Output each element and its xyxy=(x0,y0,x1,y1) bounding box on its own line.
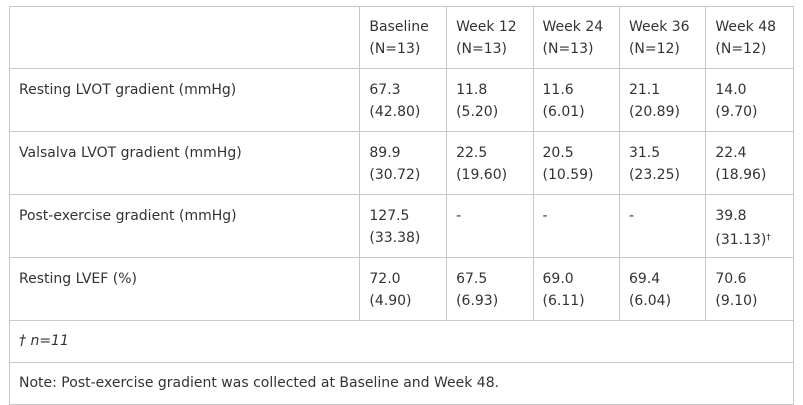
cell-value: 69.0 xyxy=(542,271,574,287)
header-cell: Week 36 (N=12) xyxy=(618,6,707,69)
cell-value: 127.5 xyxy=(369,208,410,224)
cell-sd: (6.93) xyxy=(456,293,499,309)
table-row: Valsalva LVOT gradient (mmHg) 89.9 (30.72… xyxy=(8,131,794,195)
cell-value: 31.5 xyxy=(628,145,661,161)
footnote-row: † n=11 xyxy=(9,320,794,363)
cell-sd: (33.38) xyxy=(369,230,421,246)
cell-sd: (10.59) xyxy=(542,167,594,183)
header-row: Baseline (N=13) Week 12 (N=13) Week 24 (N=1… xyxy=(8,6,794,69)
header-cell: Baseline (N=13) xyxy=(359,6,448,69)
table-cell: 31.5 (23.25) xyxy=(618,131,707,195)
cell-value: 14.0 xyxy=(715,82,747,98)
table-cell: 21.1 (20.89) xyxy=(618,68,707,132)
table-cell: 11.8 (5.20) xyxy=(446,68,534,132)
cell-sd: (30.72) xyxy=(369,167,421,183)
cell-value: - xyxy=(456,208,462,224)
cell-value: 11.8 xyxy=(456,82,488,98)
cell-sd: (6.01) xyxy=(542,104,585,120)
cell-sd: (18.96) xyxy=(715,167,767,183)
row-label: Valsalva LVOT gradient (mmHg) xyxy=(8,131,361,195)
column-label: Week 36 xyxy=(628,19,690,35)
footnote-cell: † n=11 xyxy=(9,320,794,363)
header-cell: Week 12 (N=13) xyxy=(446,6,534,69)
header-empty-cell xyxy=(8,6,361,69)
table-cell: 72.0 (4.90) xyxy=(359,257,448,321)
cell-value: 21.1 xyxy=(628,82,661,98)
cell-value: 22.4 xyxy=(715,145,747,161)
table-cell: 39.8 (31.13)† xyxy=(705,194,794,258)
header-cell: Week 24 (N=13) xyxy=(532,6,620,69)
column-label: Week 12 xyxy=(456,19,517,35)
table-cell: 70.6 (9.10) xyxy=(705,257,794,321)
table-cell: 22.4 (18.96) xyxy=(705,131,794,195)
cell-value: 20.5 xyxy=(542,145,574,161)
row-label: Resting LVEF (%) xyxy=(8,257,361,321)
cell-sd: (4.90) xyxy=(369,293,412,309)
table-cell: 127.5 (33.38) xyxy=(359,194,448,258)
row-label: Post-exercise gradient (mmHg) xyxy=(8,194,361,258)
column-n: (N=13) xyxy=(369,41,421,57)
cell-value: 67.5 xyxy=(456,271,488,287)
table-row: Resting LVEF (%) 72.0 (4.90) 67.5 (6.93) 6… xyxy=(8,257,794,321)
cell-sd: (42.80) xyxy=(369,104,421,120)
cell-sd: (31.13) xyxy=(715,232,767,248)
table-cell: 11.6 (6.01) xyxy=(532,68,620,132)
table-cell: 89.9 (30.72) xyxy=(359,131,448,195)
table-cell: 69.0 (6.11) xyxy=(532,257,620,321)
cell-sd: (5.20) xyxy=(456,104,499,120)
column-n: (N=12) xyxy=(715,41,767,57)
cell-value: 70.6 xyxy=(715,271,747,287)
data-table: Baseline (N=13) Week 12 (N=13) Week 24 (N=1… xyxy=(8,6,794,405)
table-cell: 67.5 (6.93) xyxy=(446,257,534,321)
table-row: Resting LVOT gradient (mmHg) 67.3 (42.80)… xyxy=(8,68,794,132)
cell-value: - xyxy=(542,208,548,224)
column-label: Baseline xyxy=(369,19,429,35)
table-cell: 22.5 (19.60) xyxy=(446,131,534,195)
cell-sd: (19.60) xyxy=(456,167,508,183)
table-row: Post-exercise gradient (mmHg) 127.5 (33.3… xyxy=(8,194,794,258)
table-cell: - xyxy=(618,194,707,258)
cell-sd: (23.25) xyxy=(628,167,680,183)
table-cell: 20.5 (10.59) xyxy=(532,131,620,195)
cell-sd: (9.10) xyxy=(715,293,758,309)
column-n: (N=12) xyxy=(628,41,680,57)
cell-value: 67.3 xyxy=(369,82,401,98)
table-cell: - xyxy=(532,194,620,258)
table-cell: - xyxy=(446,194,534,258)
note-row: Note: Post-exercise gradient was collect… xyxy=(9,362,794,405)
cell-value: - xyxy=(628,208,635,224)
cell-value: 72.0 xyxy=(369,271,401,287)
cell-sd: (6.11) xyxy=(542,293,585,309)
table-cell: 67.3 (42.80) xyxy=(359,68,448,132)
dagger-mark: † xyxy=(766,233,771,243)
cell-sd-with-mark: (31.13)† xyxy=(715,227,785,251)
cell-sd: (20.89) xyxy=(628,104,680,120)
column-n: (N=13) xyxy=(542,41,594,57)
column-n: (N=13) xyxy=(456,41,508,57)
cell-value: 89.9 xyxy=(369,145,401,161)
column-label: Week 48 xyxy=(715,19,777,35)
cell-value: 69.4 xyxy=(628,271,661,287)
row-label: Resting LVOT gradient (mmHg) xyxy=(8,68,361,132)
table-cell: 14.0 (9.70) xyxy=(705,68,794,132)
cell-value: 11.6 xyxy=(542,82,574,98)
cell-sd: (9.70) xyxy=(715,104,758,120)
header-cell: Week 48 (N=12) xyxy=(705,6,794,69)
column-label: Week 24 xyxy=(542,19,604,35)
table-cell: 69.4 (6.04) xyxy=(618,257,707,321)
cell-sd: (6.04) xyxy=(628,293,672,309)
cell-value: 39.8 xyxy=(715,208,747,224)
cell-value: 22.5 xyxy=(456,145,488,161)
note-cell: Note: Post-exercise gradient was collect… xyxy=(9,362,794,405)
